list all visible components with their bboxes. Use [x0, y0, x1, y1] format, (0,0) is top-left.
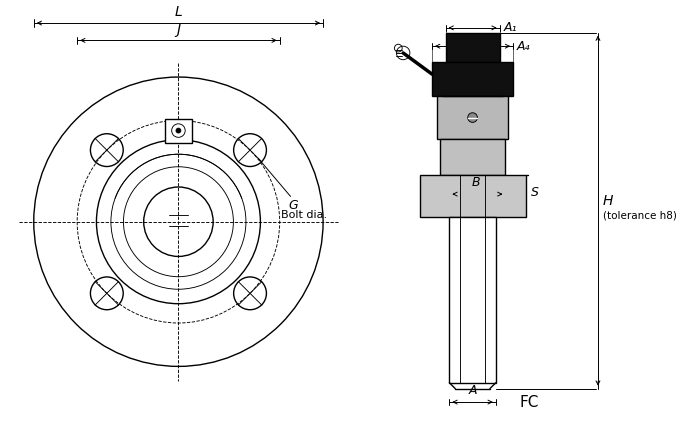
Text: J: J	[177, 23, 181, 37]
Circle shape	[176, 128, 181, 133]
Bar	[437, 96, 508, 139]
Bar	[165, 119, 192, 143]
Text: S: S	[532, 186, 539, 198]
Text: (tolerance h8): (tolerance h8)	[602, 210, 677, 221]
Text: G: G	[289, 199, 298, 212]
Text: H: H	[602, 194, 613, 208]
Text: A₄: A₄	[517, 40, 530, 53]
Text: L: L	[174, 5, 182, 19]
Text: FC: FC	[520, 394, 539, 410]
Bar	[440, 139, 506, 176]
Bar	[449, 217, 496, 383]
Bar	[420, 176, 526, 217]
Text: Bolt dia.: Bolt dia.	[281, 210, 327, 220]
Circle shape	[468, 113, 477, 122]
Bar	[446, 33, 499, 62]
Bar	[432, 62, 513, 96]
Text: A: A	[469, 384, 477, 397]
Text: B: B	[471, 176, 480, 189]
Text: A₁: A₁	[504, 21, 517, 34]
